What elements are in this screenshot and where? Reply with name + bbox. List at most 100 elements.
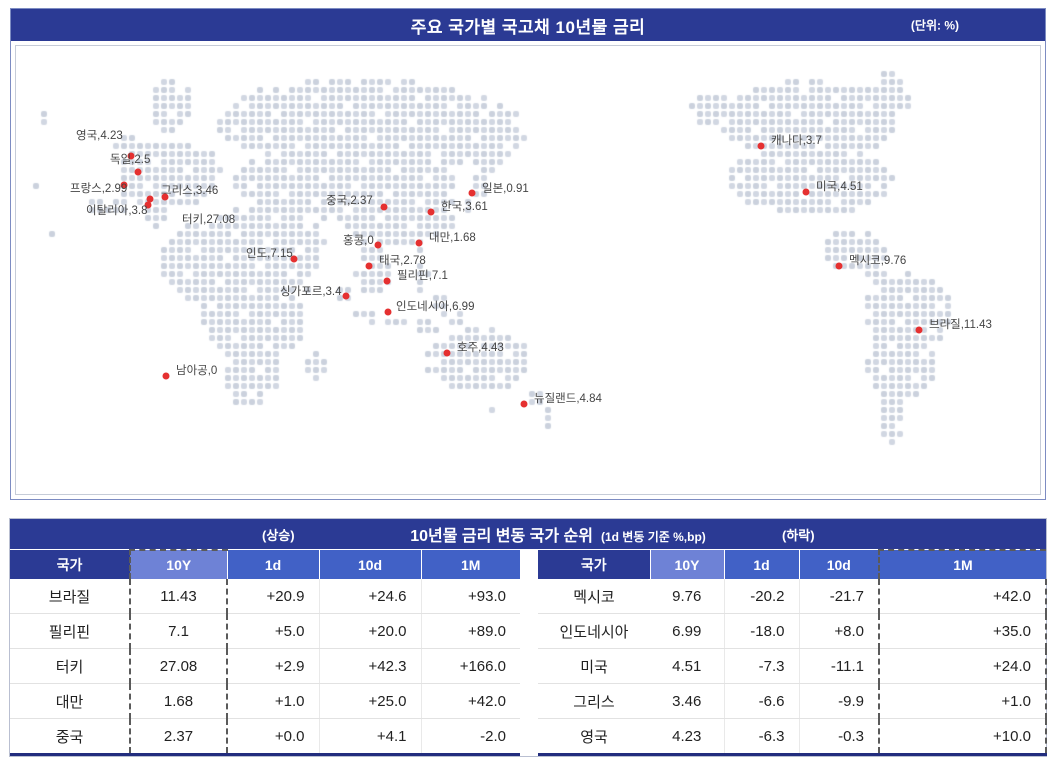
cell-10y: 1.68 [129,683,228,719]
cell-10y: 7.1 [129,613,228,649]
ranking-title-group: 10년물 금리 변동 국가 순위 (1d 변동 기준 %,bp) [410,522,706,546]
cell-1m: +42.0 [420,683,520,719]
page-title: 주요 국가별 국고채 10년물 금리 [410,17,646,37]
ranking-panel: (상승) 10년물 금리 변동 국가 순위 (1d 변동 기준 %,bp) (하… [9,518,1047,757]
marker-dot-icon [802,188,810,196]
cell-1d: -7.3 [723,648,799,684]
header-row: 국가 10Y 1d 10d 1M [538,549,1046,579]
table-row: 대만 1.68 +1.0 +25.0 +42.0 [10,683,520,719]
table-row: 브라질 11.43 +20.9 +24.6 +93.0 [10,579,520,614]
cell-10y: 9.76 [650,579,724,614]
cell-10y: 6.99 [650,613,724,649]
col-1m: 1M [421,550,520,579]
country-cell: 중국 [10,718,130,755]
table-row: 터키 27.08 +2.9 +42.3 +166.0 [10,648,520,684]
cell-1d: -20.2 [723,579,799,614]
table-row: 멕시코 9.76 -20.2 -21.7 +42.0 [538,579,1047,614]
marker-label: 브라질,11.43 [929,319,992,331]
cell-10d: +20.0 [318,613,421,649]
country-cell: 멕시코 [538,579,650,614]
marker-label: 이탈리아,3.8 [86,205,148,217]
cell-10y: 4.51 [650,648,724,684]
cell-1m: +42.0 [878,579,1047,614]
cell-10y: 4.23 [650,718,724,755]
marker-dot-icon [383,277,391,285]
cell-1m: +35.0 [878,613,1047,649]
marker-dot-icon [365,262,373,270]
world-map-canvas [16,46,1036,494]
cell-10d: -0.3 [798,718,879,755]
cell-10y: 11.43 [129,579,228,614]
marker-label: 일본,0.91 [482,183,529,195]
down-label: (하락) [782,527,815,543]
falling-table: 국가 10Y 1d 10d 1M 멕시코 9.76 -20.2 -21.7 +42.0 인… [538,549,1047,756]
table-row: 인도네시아 6.99 -18.0 +8.0 +35.0 [538,613,1047,649]
marker-label: 한국,3.61 [441,201,488,213]
marker-dot-icon [384,308,392,316]
marker-label: 미국,4.51 [816,181,863,193]
country-cell: 그리스 [538,683,650,719]
marker-label: 싱가포르,3.4 [280,286,342,298]
falling-table-wrap: 국가 10Y 1d 10d 1M 멕시코 9.76 -20.2 -21.7 +42.0 인… [538,549,1047,756]
rates-map-panel: 주요 국가별 국고채 10년물 금리 (단위: %) 영국,4.23 독일,2.5… [10,8,1046,500]
ranking-tables: 국가 10Y 1d 10d 1M 브라질 11.43 +20.9 +24.6 +93.0… [10,549,1047,756]
ranking-title: 10년물 금리 변동 국가 순위 [410,528,593,545]
cell-1m: +166.0 [420,648,520,684]
marker-dot-icon [443,349,451,357]
col-country: 국가 [10,550,131,579]
marker-label: 터키,27.08 [182,214,236,226]
cell-10d: +42.3 [318,648,421,684]
cell-1d: +20.9 [226,579,319,614]
marker-dot-icon [127,152,135,160]
marker-dot-icon [161,193,169,201]
marker-dot-icon [835,262,843,270]
header-row: 국가 10Y 1d 10d 1M [10,549,520,579]
cell-1d: +1.0 [226,683,319,719]
rising-table: 국가 10Y 1d 10d 1M 브라질 11.43 +20.9 +24.6 +93.0… [10,549,520,756]
rising-table-wrap: 국가 10Y 1d 10d 1M 브라질 11.43 +20.9 +24.6 +93.0… [10,549,520,756]
country-cell: 영국 [538,718,650,755]
col-1d: 1d [724,550,800,579]
cell-1m: +93.0 [420,579,520,614]
country-cell: 필리핀 [10,613,130,649]
cell-1d: -6.6 [723,683,799,719]
table-row: 미국 4.51 -7.3 -11.1 +24.0 [538,648,1047,684]
marker-dot-icon [427,208,435,216]
col-10d: 10d [319,550,422,579]
cell-10d: -21.7 [798,579,879,614]
cell-10y: 2.37 [129,718,228,755]
col-1m: 1M [878,549,1046,579]
marker-dot-icon [342,292,350,300]
col-country: 국가 [538,550,651,579]
marker-label: 프랑스,2.99 [70,183,128,195]
cell-1m: -2.0 [420,718,520,755]
cell-10d: +24.6 [318,579,421,614]
marker-label: 홍콩,0 [343,235,374,247]
table-row: 그리스 3.46 -6.6 -9.9 +1.0 [538,683,1047,719]
col-10y: 10Y [650,550,725,579]
marker-dot-icon [468,189,476,197]
table-row: 영국 4.23 -6.3 -0.3 +10.0 [538,718,1047,755]
col-10d: 10d [799,550,880,579]
cell-1m: +89.0 [420,613,520,649]
cell-1m: +10.0 [878,718,1047,755]
col-10y: 10Y [129,549,228,579]
marker-dot-icon [146,195,154,203]
cell-10d: +25.0 [318,683,421,719]
cell-1d: +0.0 [226,718,319,755]
map-markers: 영국,4.23 독일,2.5 프랑스,2.99 그리스,3.46 이탈리아,3.8 터키,… [16,46,1040,494]
marker-label: 그리스,3.46 [161,185,219,197]
map-panel-header: 주요 국가별 국고채 10년물 금리 (단위: %) [11,9,1045,41]
cell-1d: -18.0 [723,613,799,649]
marker-label: 태국,2.78 [379,255,426,267]
marker-dot-icon [120,181,128,189]
unit-label: (단위: %) [910,18,959,33]
marker-dot-icon [162,372,170,380]
marker-dot-icon [290,255,298,263]
cell-10d: -11.1 [798,648,879,684]
cell-1d: +2.9 [226,648,319,684]
marker-dot-icon [915,326,923,334]
cell-10y: 27.08 [129,648,228,684]
marker-dot-icon [520,400,528,408]
cell-1d: -6.3 [723,718,799,755]
